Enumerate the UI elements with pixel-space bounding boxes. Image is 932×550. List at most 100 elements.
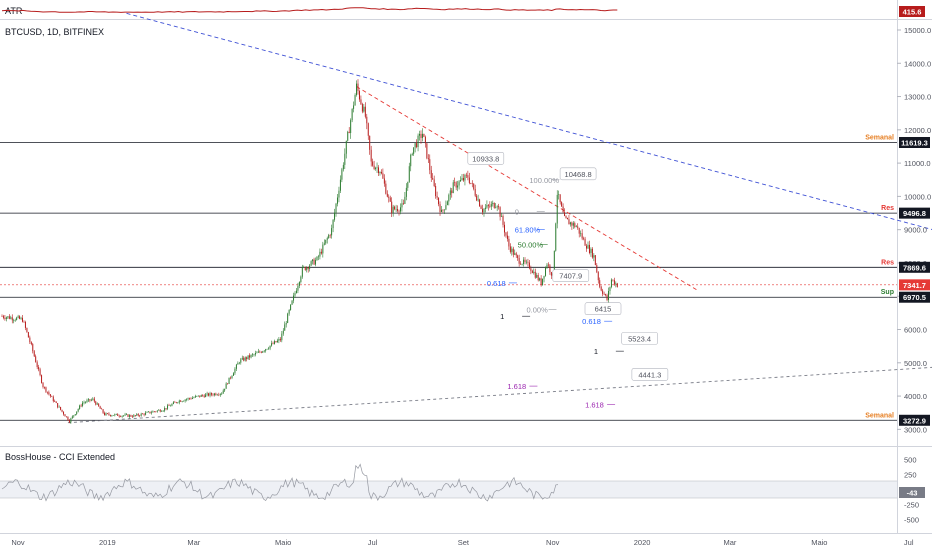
candle-body [439,204,441,212]
candle-body [48,392,50,395]
cci-path [1,463,559,502]
candle-body [63,411,65,415]
levels-layer: Semanal Res Res Sup Semanal [0,134,897,421]
cci-tick-label: -500 [904,516,919,525]
candle-body [169,405,171,407]
candle-body [199,395,201,397]
candle-body [196,395,198,397]
candle-body [356,83,358,96]
time-tick-label: 2019 [99,538,116,547]
candle-body [549,265,551,273]
candle-body [209,393,211,396]
candle-body [309,265,311,269]
price-tick-label: 3000.0 [904,425,927,434]
candle-body [315,260,317,265]
candle-body [171,403,173,406]
candle-body [587,244,589,249]
candle-body [603,293,605,295]
candle-body [268,348,270,350]
candle-body [571,222,573,226]
candle-body [559,194,561,203]
candle-body [391,201,393,213]
candle-body [158,409,160,411]
candle-body [65,416,67,418]
candle-body [285,322,287,325]
candle-body [395,209,397,210]
candle-body [357,83,359,92]
candle-body [213,393,215,396]
symbol-title[interactable]: BTCUSD, 1D, BITFINEX [5,27,104,37]
candle-body [41,375,43,383]
time-tick-label: Maio [811,538,827,547]
annotation-box [559,167,597,181]
candle-body [332,219,334,229]
candle-body [616,283,618,288]
candle-body [22,317,24,322]
level-price-tag-label: 11619.3 [901,138,928,147]
candle-body [5,317,7,319]
candle-body [605,294,607,296]
candle-body [334,212,336,220]
candle-body [545,267,547,276]
candle-body [43,387,45,388]
cci-title[interactable]: BossHouse - CCI Extended [5,452,115,462]
candle-body [430,170,432,179]
candle-body [347,131,349,141]
candle-body [244,357,246,361]
candle-body [407,181,409,188]
candle-body [300,276,302,283]
candle-body [85,402,87,403]
candle-body [227,383,229,385]
candle-body [246,357,248,360]
cci-tick-label: 500 [904,456,917,465]
candle-body [108,413,110,415]
candle-body [164,408,166,411]
candle-body [606,295,608,300]
level-zone-label: Sup [881,289,894,296]
candle-body [200,395,202,397]
annotations-layer: 10933.8 10468.8 7407.9 6415 5523.4 4441.3 [467,152,669,381]
candle-body [219,393,221,395]
candle-body [128,415,130,417]
candle-body [224,388,226,391]
time-axis[interactable]: Nov 2019 Mar Maio Jul Set Nov 2020 Mar Maio Jul [11,538,914,547]
candle-body [509,246,511,252]
candle-body [464,174,466,181]
candle-body [596,265,598,273]
candle-body [574,223,576,227]
candle-body [35,356,37,363]
candle-body [4,317,6,319]
candle-body [454,182,456,183]
candle-body [295,290,297,294]
candle-body [130,415,132,417]
candle-body [320,251,322,254]
price-tick-label: 6000.0 [904,326,927,335]
candle-body [540,278,542,286]
candle-body [310,261,312,266]
fib-label: 50.00% [518,241,544,250]
candle-body [83,402,85,403]
level-price-tag [899,207,930,219]
level-price-tag [899,261,930,273]
candle-body [506,235,508,239]
fib-label: 1 [594,347,598,356]
candle-body [33,351,35,357]
candle-body [106,413,108,414]
candle-body [293,295,295,301]
candle-body [610,279,612,288]
candle-body [247,355,249,360]
candle-body [304,266,306,271]
candle-body [443,209,445,211]
candle-body [423,133,425,137]
candle-body [20,317,22,319]
level-zone-label: Res [881,259,894,266]
candle-body [11,317,13,321]
candle-body [421,133,423,138]
candle-body [609,287,611,292]
candle-body [572,223,574,226]
candle-body [142,413,144,415]
candle-body [533,271,535,273]
level-price-tag-label: 6970.5 [903,293,926,302]
candle-body [569,222,571,225]
